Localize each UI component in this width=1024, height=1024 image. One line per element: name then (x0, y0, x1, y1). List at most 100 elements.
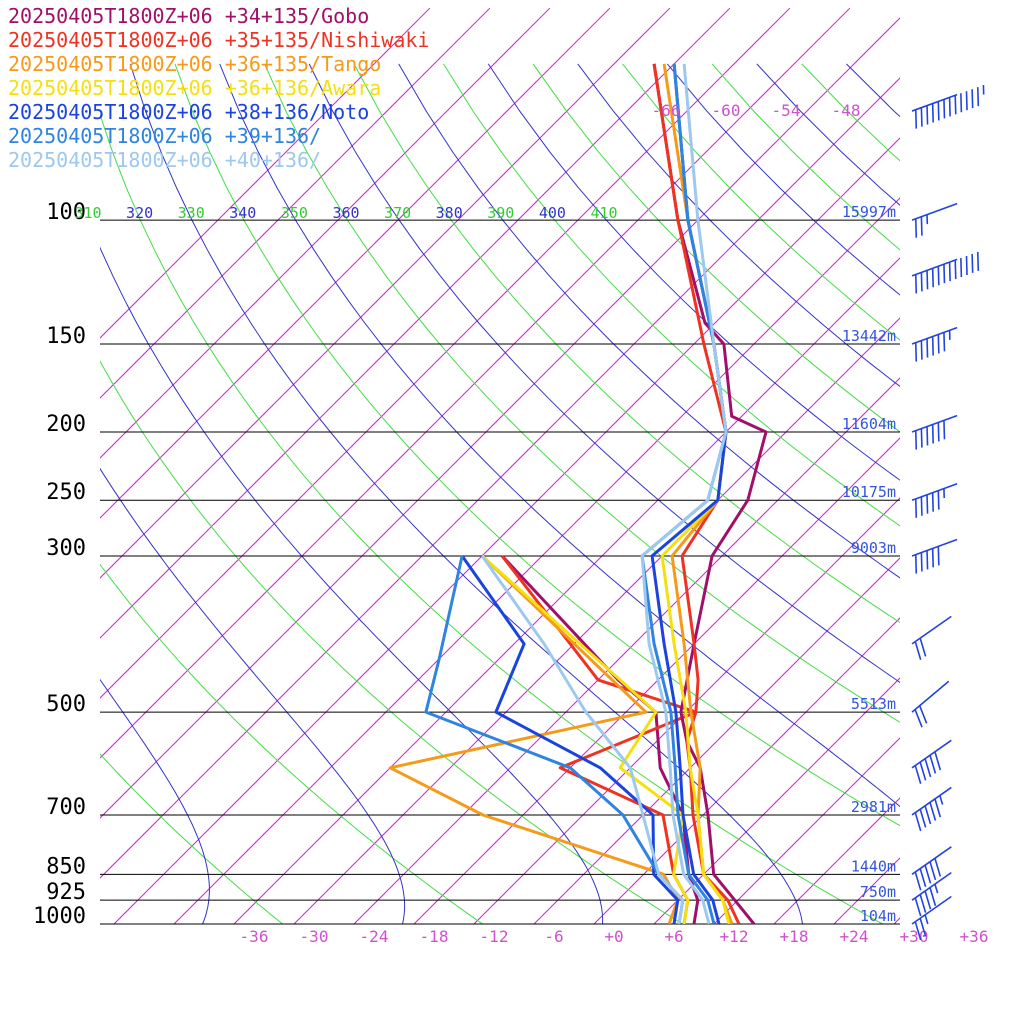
theta-label: 310 (74, 204, 101, 222)
wind-barb-flag (924, 758, 932, 778)
theta-label: 390 (487, 204, 514, 222)
wind-barb-flag (924, 805, 932, 825)
axis-labels: 100 15997m 150 13442m 200 11604m 250 10175m 300 9… (33, 101, 988, 946)
moist-adiabat-line (100, 678, 210, 924)
wind-barb-flag (914, 709, 923, 728)
wind-barb-flag (931, 268, 934, 288)
wind-barb-shaft (911, 786, 952, 816)
isotherm-line (100, 17, 900, 819)
upper-isotherm-label: -66 (652, 101, 681, 120)
wind-barb-flag (914, 921, 922, 941)
pressure-label-250: 250 (46, 480, 86, 505)
wind-barb-flag (960, 258, 963, 278)
wind-barb-flag (914, 897, 922, 917)
wind-barb-flag (943, 264, 946, 284)
wind-barb-flag (924, 890, 932, 910)
legend-entry: 20250405T1800Z+06 +35+135/Nishiwaki (8, 28, 429, 52)
wind-barb-flag (920, 107, 923, 127)
temp-tick-label: -18 (420, 927, 449, 946)
wind-barb (911, 202, 958, 238)
wind-barb-flag (914, 430, 918, 450)
temp-tick-label: -30 (300, 927, 329, 946)
pressure-label-1000: 1000 (33, 904, 86, 929)
isotherm-line (653, 677, 900, 924)
isotherm-line (100, 7, 491, 399)
wind-barb-flag (926, 270, 929, 290)
dewpoint-series-line (388, 554, 680, 924)
wind-barb-flag (919, 761, 927, 781)
wind-barb-flag (919, 868, 927, 887)
wind-barb (911, 483, 958, 518)
temp-tick-label: -12 (480, 927, 509, 946)
upper-isotherm-label: -48 (832, 101, 861, 120)
wind-barb-shaft (911, 202, 958, 221)
pressure-label-700: 700 (46, 795, 86, 820)
wind-barb-shaft (911, 739, 952, 769)
wind-barb-flag (954, 260, 957, 280)
dry-adiabat-line (532, 63, 900, 433)
wind-barb-flag (914, 274, 918, 294)
wind-barb-shaft (911, 615, 952, 645)
isotherm-line (533, 557, 900, 924)
theta-label: 400 (539, 204, 566, 222)
wind-barb-flag (920, 552, 923, 572)
pressure-label-850: 850 (46, 854, 86, 879)
wind-barb-flag (914, 812, 922, 832)
legend-entry: 20250405T1800Z+06 +36+136/Awara (8, 76, 381, 100)
wind-barb-flag (914, 498, 918, 518)
wind-barb-flag (931, 492, 934, 512)
temperature-series-line (652, 63, 768, 924)
wind-barb-flag (919, 918, 927, 937)
wind-barb-flag (920, 272, 923, 292)
moist-adiabat-line (398, 63, 900, 579)
wind-barb-flag (920, 216, 923, 236)
wind-barb-flag (914, 109, 918, 129)
isotherm-line (173, 197, 900, 924)
temperature-series-line (652, 63, 741, 924)
height-label-100: 15997m (842, 203, 896, 221)
wind-barb-flag (926, 105, 929, 125)
wind-barb-flag (931, 103, 934, 123)
dry-adiabat-line (443, 63, 900, 527)
theta-label: 370 (384, 204, 411, 222)
wind-barb-flag (937, 101, 940, 121)
wind-barb-flag (914, 641, 922, 661)
moist-adiabat-line (219, 63, 900, 808)
upper-isotherm-label: -54 (772, 101, 801, 120)
wind-barb-shaft (911, 483, 958, 501)
isotherm-line (233, 257, 900, 924)
wind-barb-flag (931, 424, 934, 444)
wind-barb (911, 85, 985, 129)
wind-barb (911, 414, 958, 450)
moist-adiabat-line (487, 63, 900, 481)
isotherm-line (100, 7, 431, 339)
wind-barb-half-flag (924, 914, 929, 925)
wind-barb-shaft (911, 680, 950, 713)
height-label-925: 750m (860, 883, 896, 901)
isotherm-line (100, 77, 900, 879)
wind-barb-flag (943, 99, 946, 119)
isotherm-line (113, 137, 900, 924)
wind-barb-flag (976, 251, 980, 271)
theta-label: 330 (178, 204, 205, 222)
wind-barb (911, 739, 952, 784)
temp-tick-label: +12 (720, 927, 749, 946)
isotherm-line (1014, 8, 1024, 924)
wind-barb-flag (971, 253, 974, 273)
wind-barb-flag (919, 894, 927, 913)
legend-entry: 20250405T1800Z+06 +36+135/Tango (8, 52, 381, 76)
theta-label: 320 (126, 204, 153, 222)
dry-adiabat-line (353, 63, 900, 624)
wind-barb-flag (937, 266, 940, 286)
wind-barb-half-flag (934, 883, 939, 894)
wind-barb (911, 871, 952, 917)
isotherm-line (100, 7, 791, 699)
temp-tick-label: +18 (780, 927, 809, 946)
wind-barb-flag (943, 420, 946, 440)
wind-barb-flag (965, 91, 968, 111)
wind-barb-flag (924, 864, 932, 884)
wind-barb-flag (976, 87, 980, 107)
wind-barb-flag (914, 554, 918, 574)
wind-barb-flag (931, 548, 934, 568)
